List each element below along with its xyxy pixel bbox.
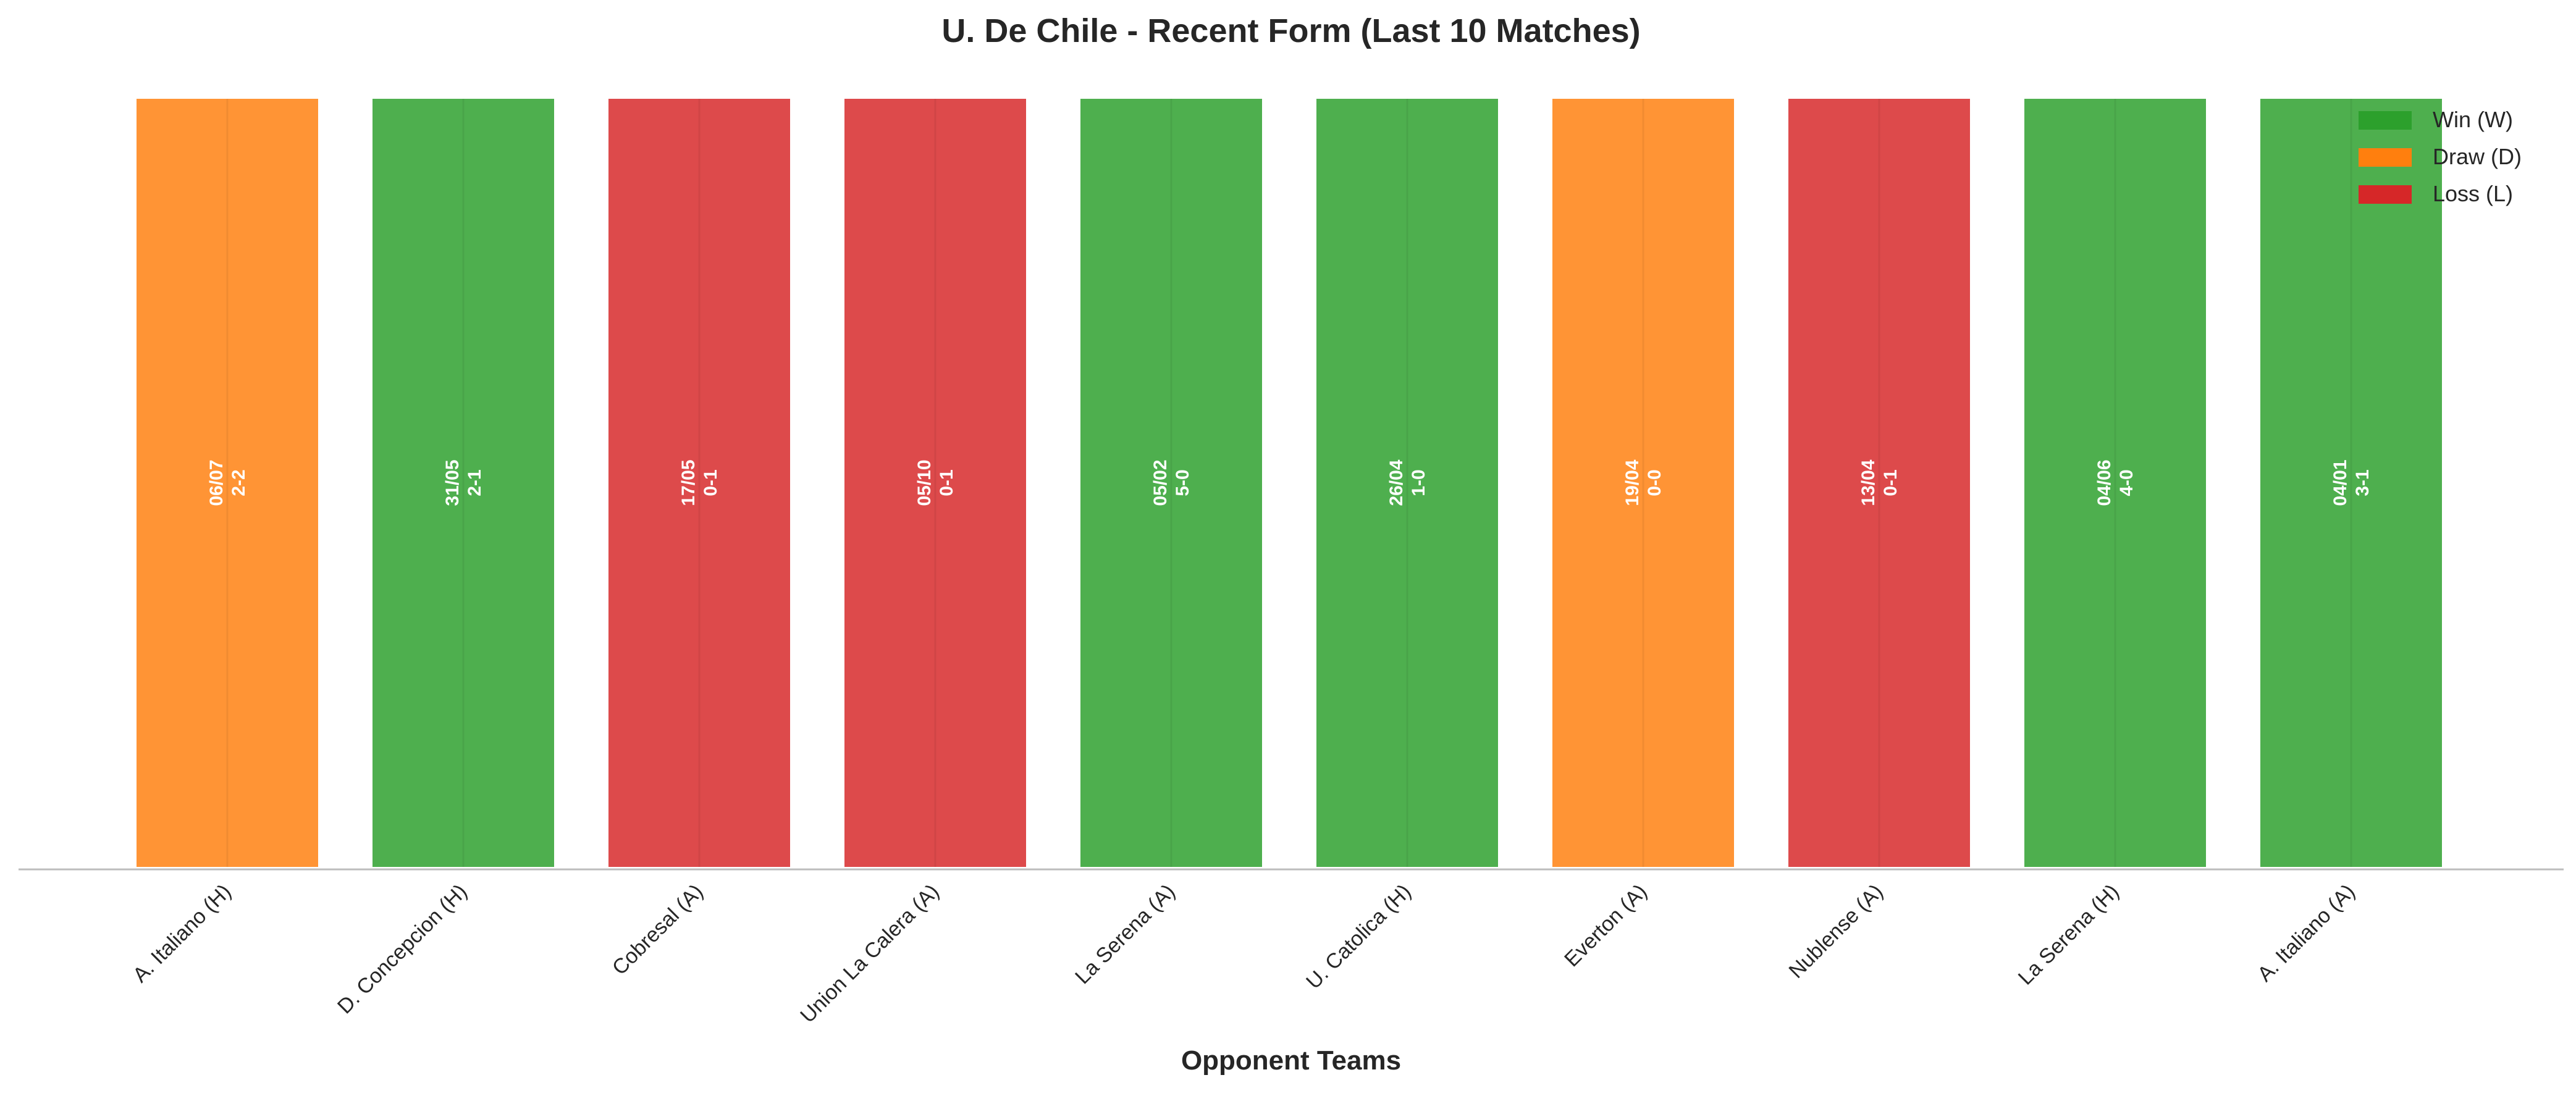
match-date-label: 06/07 [206,459,227,506]
match-label: 13/04 0-1 [1858,459,1901,506]
match-label: 19/04 0-0 [1622,459,1665,506]
x-tick-label: Nublense (A) [1784,880,1887,983]
x-axis-label: Opponent Teams [1181,1045,1401,1076]
match-date-label: 26/04 [1386,459,1407,506]
x-tick-label: Cobresal (A) [608,880,708,980]
match-score-label: 0-0 [1644,469,1665,496]
match-score-label: 2-2 [229,469,249,496]
x-tick-labels: A. Italiano (H) D. Concepcion (H) Cobresal… [128,880,2360,1027]
match-score-label: 2-1 [465,469,485,496]
legend-swatch-l [2359,185,2412,204]
legend-label: Win (W) [2433,107,2513,132]
x-tick-label: U. Catolica (H) [1302,880,1416,994]
match-date-label: 04/06 [2094,459,2115,506]
bar-7 [1550,96,1736,869]
match-date-label: 05/02 [1150,459,1171,506]
match-score-label: 0-1 [701,469,721,496]
x-tick-label: A. Italiano (H) [128,880,236,987]
match-score-label: 0-1 [1880,469,1901,496]
x-tick-label: La Serena (H) [2014,880,2124,990]
match-label: 06/07 2-2 [206,459,249,506]
legend-label: Loss (L) [2433,181,2513,206]
match-label: 05/10 0-1 [914,459,957,506]
match-score-label: 4-0 [2116,469,2137,496]
match-score-label: 3-1 [2352,469,2373,496]
match-date-label: 17/05 [678,459,699,506]
chart-title: U. De Chile - Recent Form (Last 10 Match… [941,12,1640,49]
legend-label: Draw (D) [2433,144,2522,169]
x-tick-label: Everton (A) [1560,880,1651,971]
match-score-label: 1-0 [1408,469,1429,496]
match-date-label: 19/04 [1622,459,1643,506]
legend-swatch-d [2359,148,2412,167]
x-tick-label: Union La Calera (A) [796,880,943,1027]
match-date-label: 05/10 [914,459,935,506]
match-label: 05/02 5-0 [1150,459,1193,506]
match-label: 04/01 3-1 [2330,459,2373,506]
x-tick-label: A. Italiano (A) [2253,880,2360,987]
bar-5 [1078,96,1265,869]
match-label: 31/05 2-1 [442,459,485,506]
match-label: 26/04 1-0 [1386,459,1429,506]
x-tick-label: La Serena (A) [1071,880,1180,989]
legend: Win (W) Draw (D) Loss (L) [2359,107,2522,206]
match-label: 17/05 0-1 [678,459,721,506]
bar-10 [2258,96,2444,869]
bar-2 [370,96,557,869]
bar-1 [134,96,321,869]
bar-9 [2022,96,2208,869]
bar-4 [842,96,1029,869]
bar-6 [1314,96,1501,869]
match-date-label: 13/04 [1858,459,1879,506]
match-score-label: 0-1 [937,469,957,496]
legend-swatch-w [2359,111,2412,130]
match-date-label: 31/05 [442,459,463,506]
bar-8 [1786,96,1972,869]
bar-3 [606,96,793,869]
bars-layer: 06/07 2-2 31/05 2-1 17/05 0-1 05/10 0-1 05/02 5-0… [134,96,2444,869]
match-label: 04/06 4-0 [2094,459,2137,506]
match-date-label: 04/01 [2330,459,2351,506]
match-score-label: 5-0 [1172,469,1193,496]
x-tick-label: D. Concepcion (H) [333,880,472,1019]
